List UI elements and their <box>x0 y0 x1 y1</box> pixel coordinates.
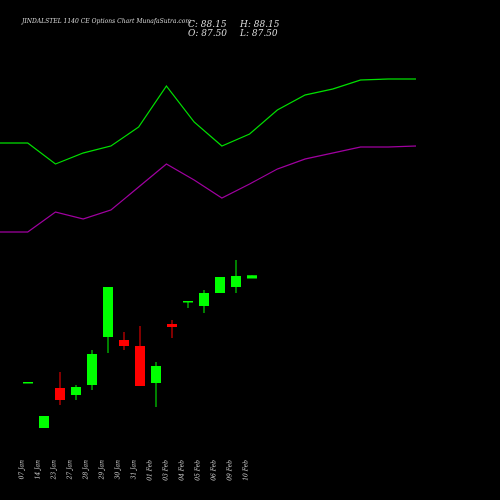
x-tick-label: 09 Feb <box>227 460 234 481</box>
low-info: L: 87.50 <box>239 29 278 39</box>
candle-body <box>247 275 257 279</box>
x-tick-label: 23 Jan <box>51 460 58 481</box>
x-tick-label: 27 Jan <box>67 460 74 481</box>
x-tick-label: 05 Feb <box>195 460 202 481</box>
candle-body <box>135 346 145 386</box>
x-tick-label: 28 Jan <box>83 460 90 481</box>
x-tick-label: 30 Jan <box>115 460 122 480</box>
close-info: C: 88.15 <box>188 20 227 30</box>
candle-body <box>151 366 161 383</box>
chart-title: JINDALSTEL 1140 CE Options Chart MunafaS… <box>20 18 191 25</box>
candle-body <box>199 293 209 306</box>
x-tick-label: 29 Jan <box>99 460 106 481</box>
candle-body <box>119 340 129 346</box>
x-tick-label: 01 Feb <box>147 460 154 481</box>
candle-body <box>55 388 65 400</box>
x-tick-label: 03 Feb <box>163 460 170 481</box>
candle-body <box>231 276 241 287</box>
candle-body <box>23 382 33 384</box>
x-tick-label: 07 Jan <box>19 460 26 480</box>
candle-body <box>167 324 177 327</box>
indicator-line <box>0 78 416 165</box>
x-tick-label: 10 Feb <box>243 460 250 481</box>
candle-body <box>71 387 81 395</box>
open-info: O: 87.50 <box>188 29 227 39</box>
candle-body <box>87 354 97 385</box>
candle-body <box>39 416 49 428</box>
x-tick-label: 31 Jan <box>131 460 138 480</box>
high-info: H: 88.15 <box>239 20 280 30</box>
candle-body <box>183 301 193 303</box>
x-tick-label: 14 Jan <box>35 460 42 480</box>
candle-body <box>215 277 225 293</box>
x-tick-label: 06 Feb <box>211 460 218 481</box>
x-tick-label: 04 Feb <box>179 460 186 481</box>
candle-body <box>103 287 113 337</box>
indicator-line <box>0 145 417 233</box>
